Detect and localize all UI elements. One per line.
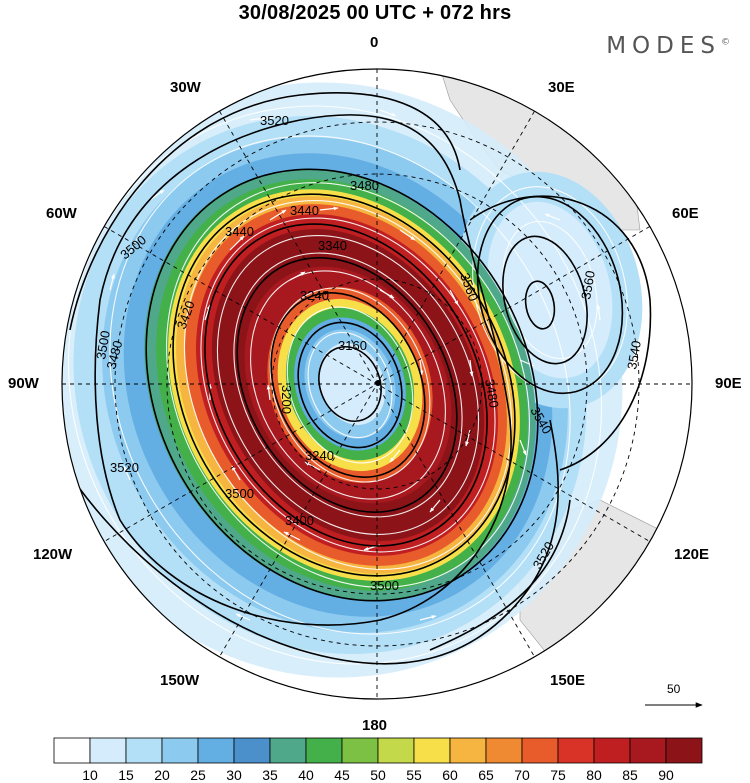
colorbar-label: 70	[514, 767, 530, 783]
colorbar-swatch	[197, 737, 235, 764]
colorbar-label: 50	[370, 767, 386, 783]
colorbar-swatch	[53, 737, 91, 764]
lon-label-120e: 120E	[674, 546, 710, 563]
colorbar-swatch	[125, 737, 163, 764]
colorbar-swatch	[629, 737, 667, 764]
colorbar-swatch	[485, 737, 523, 764]
colorbar-label: 65	[478, 767, 494, 783]
lon-label-0: 0	[370, 34, 379, 51]
colorbar-label: 90	[658, 767, 674, 783]
colorbar-label: 85	[622, 767, 638, 783]
lon-label-120w: 120W	[33, 546, 73, 563]
contour-label-3500a: 3500	[225, 486, 254, 501]
contour-labels: 3160 3240 3200 3340 3240 3440 3440 3420 …	[93, 113, 644, 593]
contour-label-3340: 3340	[318, 238, 347, 253]
colorbar-swatch	[377, 737, 415, 764]
contour-label-3540a: 3540	[624, 339, 644, 370]
lon-label-90w: 90W	[8, 375, 39, 392]
colorbar-label: 80	[586, 767, 602, 783]
colorbar-swatch	[341, 737, 379, 764]
colorbar-swatch	[305, 737, 343, 764]
contour-label-3200: 3200	[279, 385, 294, 414]
colorbar-label: 20	[154, 767, 170, 783]
colorbar-label: 60	[442, 767, 458, 783]
wind-streamlines	[67, 105, 628, 665]
contour-label-3400: 3400	[285, 513, 314, 528]
brand-name: MODES	[606, 33, 721, 59]
colorbar-swatch	[593, 737, 631, 764]
lon-label-150e: 150E	[550, 672, 586, 689]
lon-label-60w: 60W	[46, 205, 77, 222]
colorbar-label: 30	[226, 767, 242, 783]
colorbar-label: 10	[82, 767, 98, 783]
colorbar-swatch	[521, 737, 559, 764]
colorbar-swatch	[269, 737, 307, 764]
lon-label-150w: 150W	[160, 672, 200, 689]
colorbar-swatch	[449, 737, 487, 764]
contour-label-3160: 3160	[338, 338, 367, 353]
contour-label-3240b: 3240	[305, 448, 334, 463]
contour-label-3500c: 3500	[93, 329, 113, 360]
colorbar-label: 35	[262, 767, 278, 783]
contour-label-3480c: 3480	[482, 378, 502, 409]
colorbar-label: 75	[550, 767, 566, 783]
colorbar-label: 55	[406, 767, 422, 783]
colorbar-swatch	[413, 737, 451, 764]
map-title: 30/08/2025 00 UTC + 072 hrs	[238, 2, 512, 24]
contour-label-3520b: 3520	[110, 460, 139, 475]
colorbar-label: 40	[298, 767, 314, 783]
brand-logo: MODES©	[606, 33, 730, 59]
colorbar-swatch	[161, 737, 199, 764]
lon-label-30e: 30E	[548, 79, 575, 96]
contour-label-3240: 3240	[300, 288, 329, 303]
contour-label-3520a: 3520	[260, 113, 289, 128]
lon-label-180: 180	[362, 717, 388, 734]
contour-label-3480a: 3480	[350, 178, 379, 193]
colorbar-label: 45	[334, 767, 350, 783]
contour-label-3480b: 3480	[103, 339, 125, 371]
colorbar-label: 25	[190, 767, 206, 783]
colorbar-swatch	[557, 737, 595, 764]
contour-label-3440b: 3440	[225, 224, 254, 239]
lon-label-60e: 60E	[672, 205, 699, 222]
map-boundary	[61, 68, 693, 700]
brand-mark: ©	[721, 37, 730, 48]
height-contours	[62, 92, 652, 665]
contour-label-3440a: 3440	[290, 203, 319, 218]
lon-label-30w: 30W	[170, 79, 201, 96]
contour-label-3560b: 3560	[578, 269, 598, 300]
reference-vector-label: 50	[667, 682, 681, 696]
graticule	[62, 69, 692, 699]
colorbar-swatch	[233, 737, 271, 764]
lon-label-90e: 90E	[715, 375, 742, 392]
colorbar-swatch	[665, 737, 703, 764]
colorbar	[53, 737, 703, 764]
colorbar-swatch	[89, 737, 127, 764]
contour-label-3500d: 3500	[370, 578, 399, 593]
colorbar-label: 15	[118, 767, 134, 783]
